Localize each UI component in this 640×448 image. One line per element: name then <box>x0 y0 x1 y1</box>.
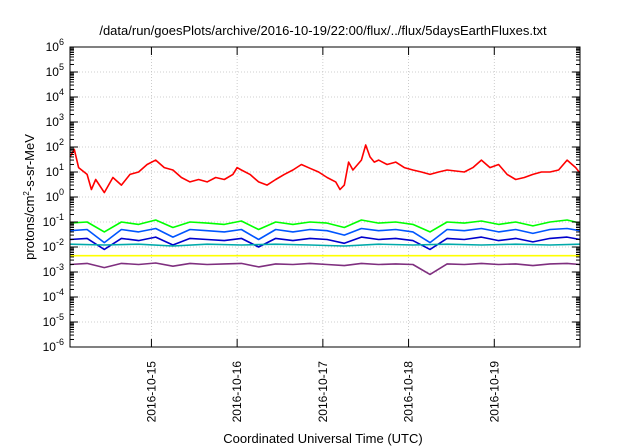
y-axis-title-suffix: -s-sr-MeV <box>22 134 37 191</box>
y-tick-label: 10-1 <box>43 212 64 229</box>
y-tick-label: 10-5 <box>43 312 64 329</box>
y-tick-label: 10-3 <box>43 262 64 279</box>
y-tick-label: 105 <box>46 62 64 79</box>
y-axis-ticks: 10-6 10-5 10-4 10-3 10-2 10-1 100 101 102 103 104 1… <box>43 37 580 354</box>
x-tick-label: 2016-10-15 <box>144 361 158 423</box>
series-line-4 <box>69 243 581 247</box>
chart-title: /data/run/goesPlots/archive/2016-10-19/2… <box>99 23 547 38</box>
x-tick-label: 2016-10-18 <box>402 361 416 423</box>
data-series <box>69 144 581 276</box>
y-axis-title: protons/cm2-s-sr-MeV <box>22 134 37 260</box>
y-axis-title-superscript: 2 <box>22 191 31 196</box>
series-line-1 <box>69 219 581 233</box>
series-line-2 <box>69 227 581 244</box>
x-tick-label: 2016-10-19 <box>487 361 501 423</box>
x-axis-ticks: 2016-10-15 2016-10-16 2016-10-17 2016-10-18… <box>144 47 501 422</box>
x-tick-label: 2016-10-17 <box>316 361 330 423</box>
grid-lines <box>70 47 580 347</box>
series-line-6 <box>69 262 581 276</box>
y-tick-label: 103 <box>46 112 64 129</box>
series-line-3 <box>69 236 581 251</box>
y-tick-label: 10-6 <box>43 337 64 354</box>
y-tick-label: 106 <box>46 37 64 54</box>
y-tick-label: 104 <box>46 87 64 104</box>
x-axis-title: Coordinated Universal Time (UTC) <box>223 431 422 446</box>
y-tick-label: 101 <box>46 162 64 179</box>
y-tick-label: 100 <box>46 187 64 204</box>
y-tick-label: 10-2 <box>43 237 64 254</box>
y-tick-label: 10-4 <box>43 287 64 304</box>
y-axis-title-prefix: protons/cm <box>22 196 37 260</box>
series-line-0 <box>69 144 581 194</box>
x-tick-label: 2016-10-16 <box>230 361 244 423</box>
y-tick-label: 102 <box>46 137 64 154</box>
